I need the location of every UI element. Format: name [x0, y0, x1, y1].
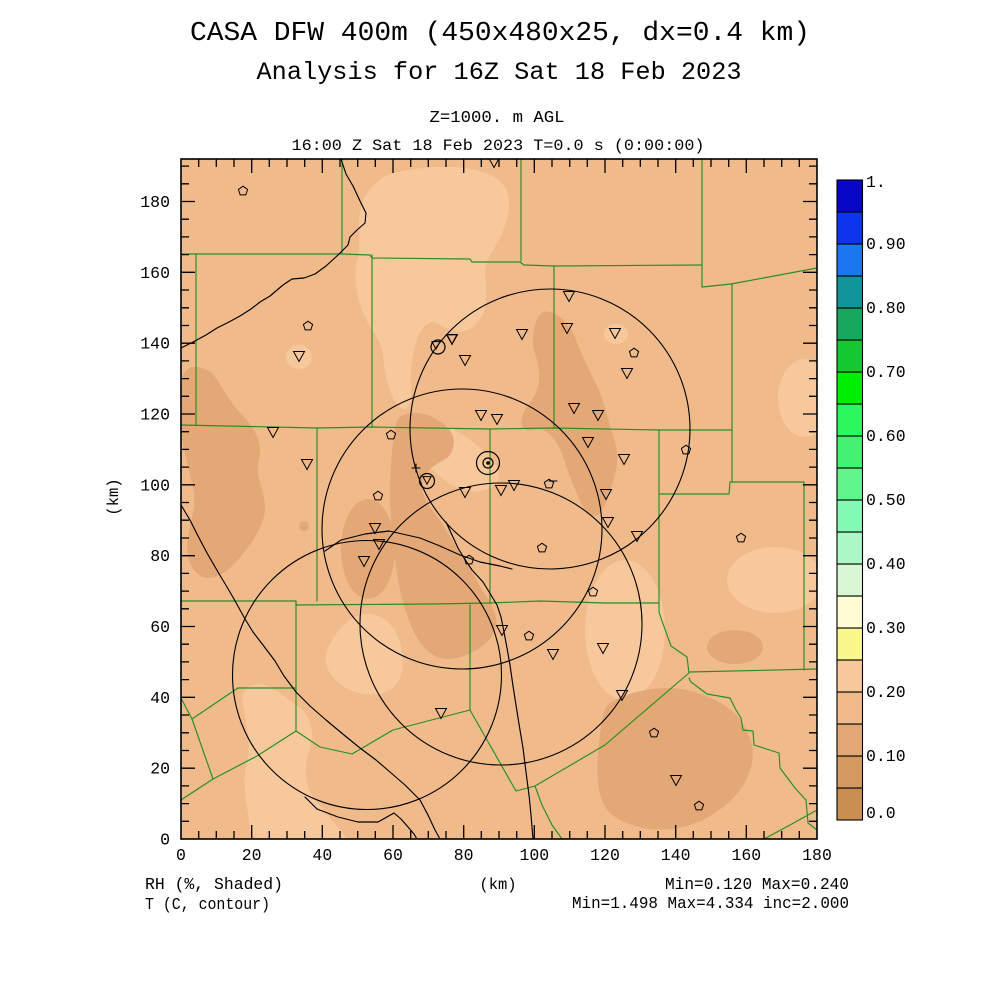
svg-text:60: 60 — [150, 618, 170, 637]
svg-text:Min=1.498 Max=4.334 inc=2.000: Min=1.498 Max=4.334 inc=2.000 — [572, 894, 849, 913]
svg-text:RH (%, Shaded): RH (%, Shaded) — [145, 875, 283, 894]
svg-text:16:00 Z Sat 18 Feb 2023 T=0.: 16:00 Z Sat 18 Feb 2023 T=0.0 s (0:00:00… — [292, 137, 705, 155]
svg-text:0.80: 0.80 — [866, 299, 906, 318]
svg-text:0.40: 0.40 — [866, 555, 906, 574]
svg-text:CASA DFW 400m (450x480x25, dx=: CASA DFW 400m (450x480x25, dx=0.4 km) — [190, 19, 810, 49]
svg-text:140: 140 — [140, 335, 170, 354]
svg-text:160: 160 — [140, 264, 170, 283]
svg-text:80: 80 — [150, 547, 170, 566]
svg-text:0.70: 0.70 — [866, 363, 906, 382]
svg-text:0.20: 0.20 — [866, 683, 906, 702]
svg-text:180: 180 — [140, 193, 170, 212]
svg-text:80: 80 — [454, 846, 474, 865]
svg-text:0.10: 0.10 — [866, 747, 906, 766]
svg-text:1.: 1. — [866, 173, 886, 192]
svg-text:0.50: 0.50 — [866, 491, 906, 510]
svg-text:20: 20 — [242, 846, 262, 865]
svg-text:Min=0.120 Max=0.240: Min=0.120 Max=0.240 — [665, 875, 849, 894]
svg-text:120: 120 — [590, 846, 620, 865]
svg-text:T (C, contour): T (C, contour) — [145, 895, 270, 914]
svg-text:100: 100 — [519, 846, 549, 865]
svg-text:0.0: 0.0 — [866, 804, 896, 823]
svg-text:(km): (km) — [479, 876, 516, 894]
svg-text:0: 0 — [176, 846, 186, 865]
svg-text:Z=1000. m AGL: Z=1000. m AGL — [430, 108, 565, 127]
svg-text:20: 20 — [150, 760, 170, 779]
svg-text:140: 140 — [661, 846, 691, 865]
svg-text:40: 40 — [312, 846, 332, 865]
svg-text:180: 180 — [802, 846, 832, 865]
svg-text:60: 60 — [383, 846, 403, 865]
svg-text:40: 40 — [150, 689, 170, 708]
svg-text:Analysis for 16Z Sat 18 Feb 20: Analysis for 16Z Sat 18 Feb 2023 — [257, 58, 742, 87]
svg-text:(km): (km) — [105, 478, 123, 515]
svg-text:100: 100 — [140, 476, 170, 495]
svg-text:0: 0 — [160, 831, 170, 850]
svg-text:0.60: 0.60 — [866, 427, 906, 446]
svg-text:0.90: 0.90 — [866, 235, 906, 254]
svg-text:160: 160 — [731, 846, 761, 865]
svg-text:120: 120 — [140, 406, 170, 425]
svg-text:0.30: 0.30 — [866, 619, 906, 638]
